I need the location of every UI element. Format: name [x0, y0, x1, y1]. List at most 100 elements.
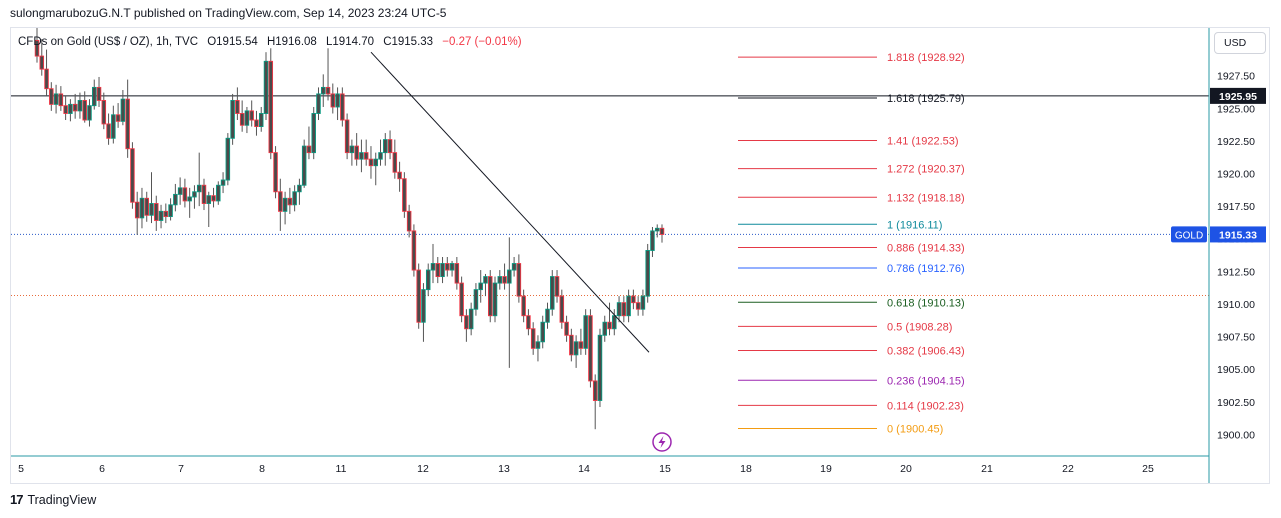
candle-body	[68, 103, 73, 114]
candle-body	[96, 86, 102, 101]
x-tick-label: 19	[820, 463, 832, 475]
candle-body	[239, 113, 245, 126]
candle-body	[468, 308, 474, 330]
candle-body	[163, 210, 169, 218]
chart-frame[interactable]: 1.818 (1928.92) 1.618 (1925.79) 1.41 (1922…	[10, 27, 1270, 484]
fib-level-label: 0.236 (1904.15)	[887, 375, 965, 387]
candle-body	[416, 269, 421, 323]
x-tick-label: 18	[740, 463, 752, 475]
candle-body	[430, 263, 436, 271]
x-tick-label: 22	[1062, 463, 1074, 475]
candle-body	[49, 88, 54, 105]
candle-body	[631, 295, 636, 304]
candle-body	[192, 191, 197, 198]
currency-button[interactable]: USD	[1214, 32, 1266, 54]
candle-body	[526, 315, 531, 330]
fib-level-label: 1 (1916.11)	[887, 219, 942, 231]
candle-body	[297, 184, 302, 193]
candle-body	[435, 263, 441, 278]
candle-body	[182, 187, 188, 202]
tradingview-logo-text: TradingView	[27, 493, 97, 507]
chart-canvas[interactable]: 1.818 (1928.92) 1.618 (1925.79) 1.41 (1922…	[11, 28, 1269, 483]
candle-body	[106, 123, 111, 139]
x-tick-label: 11	[336, 463, 347, 475]
fib-level-label: 0 (1900.45)	[887, 424, 943, 436]
candle-body	[316, 93, 321, 114]
candle-body	[125, 98, 130, 150]
legend-change: −0.27 (−0.01%)	[442, 36, 522, 48]
candle-body	[588, 315, 593, 382]
candle-body	[473, 289, 479, 310]
candle-body	[397, 171, 402, 180]
candle-body	[626, 295, 631, 317]
candle-body	[273, 152, 278, 193]
candle-body	[39, 55, 45, 70]
lightning-bolt-icon[interactable]	[652, 432, 672, 452]
candle-body	[516, 263, 522, 297]
candle-body	[344, 119, 350, 154]
candle-body	[392, 152, 398, 173]
candle-body	[306, 145, 312, 154]
candle-body	[421, 289, 426, 323]
candle-body	[459, 282, 464, 317]
candle-body	[149, 203, 154, 216]
fib-level-label: 0.786 (1912.76)	[887, 263, 965, 275]
candle-body	[483, 276, 488, 284]
x-tick-label: 5	[18, 463, 24, 475]
candle-body	[507, 269, 512, 284]
candle-body	[378, 152, 383, 160]
candle-body	[635, 302, 641, 310]
candle-body	[425, 269, 431, 291]
fib-level-label: 0.886 (1914.33)	[887, 242, 965, 254]
candle-body	[650, 230, 655, 251]
candle-body	[359, 152, 364, 160]
x-tick-label: 12	[417, 463, 429, 475]
candle-body	[177, 187, 183, 195]
x-tick-label: 14	[578, 463, 590, 475]
fib-level-label: 0.618 (1910.13)	[887, 297, 965, 309]
legend-close: C1915.33	[383, 36, 434, 48]
candle-body	[530, 328, 536, 349]
candle-body	[206, 195, 212, 204]
candle-body	[268, 60, 274, 154]
candle-body	[335, 93, 340, 108]
candle-body	[402, 178, 407, 212]
y-tick-label: 1907.50	[1217, 332, 1255, 344]
candle-body	[58, 93, 64, 107]
candle-body	[201, 184, 207, 204]
fib-level-label: 1.272 (1920.37)	[887, 164, 965, 176]
candle-body	[411, 230, 417, 271]
fib-level-label: 1.818 (1928.92)	[887, 52, 965, 64]
tradingview-logo-icon: 17	[10, 492, 24, 507]
price-tag-value: 1915.33	[1219, 229, 1257, 241]
y-tick-label: 1917.50	[1217, 201, 1255, 213]
candle-body	[363, 152, 369, 160]
fib-level-label: 0.5 (1908.28)	[887, 321, 952, 333]
candle-body	[220, 179, 226, 186]
y-tick-label: 1912.50	[1217, 266, 1255, 278]
candle-body	[115, 114, 121, 122]
price-tag-value: 1925.95	[1219, 91, 1257, 103]
candle-body	[521, 295, 526, 317]
candle-body	[454, 263, 460, 284]
candle-body	[53, 93, 59, 105]
publisher-line: sulongmarubozuG.N.T published on Trading…	[10, 6, 447, 20]
legend-symbol[interactable]: CFDs on Gold (US$ / OZ), 1h, TVC	[18, 36, 199, 48]
candle-body	[592, 380, 598, 401]
candle-body	[287, 197, 293, 206]
candle-body	[478, 282, 483, 291]
price-tag	[1210, 226, 1266, 243]
candle-body	[597, 334, 603, 401]
candle-body	[321, 86, 326, 95]
candle-body	[173, 193, 178, 206]
x-tick-label: 25	[1142, 463, 1154, 475]
candle-body	[645, 250, 650, 297]
candle-body	[101, 99, 107, 125]
candle-body	[249, 110, 254, 121]
symbol-tag	[1171, 226, 1207, 243]
candle-body	[640, 295, 646, 310]
candle-body	[330, 93, 336, 108]
candle-body	[583, 315, 588, 349]
candle-body	[263, 60, 269, 114]
tradingview-logo[interactable]: 17 TradingView	[10, 492, 96, 507]
